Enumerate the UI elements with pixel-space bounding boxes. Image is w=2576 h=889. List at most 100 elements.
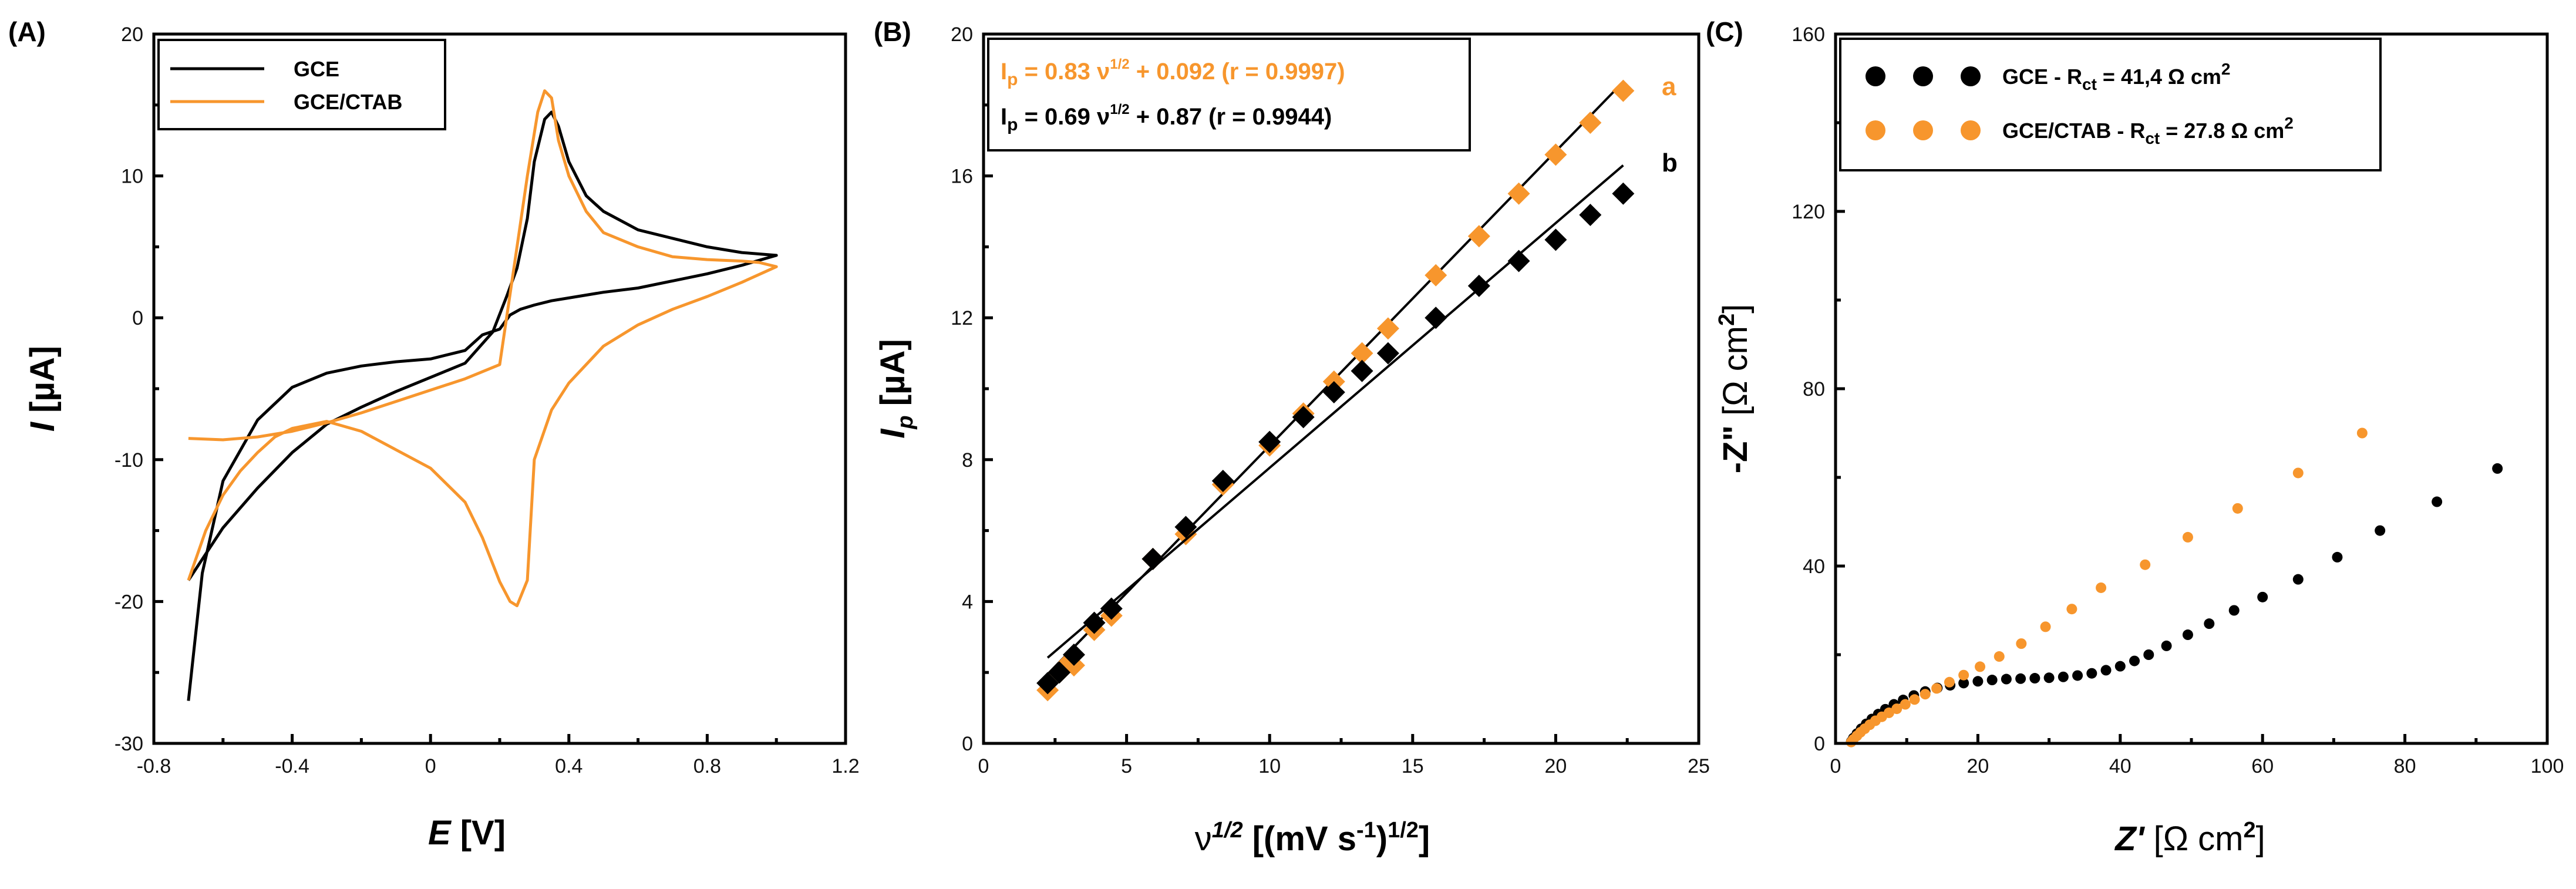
panel-a-xlabel: E [V]	[428, 814, 506, 852]
x-tick-label: 0	[425, 755, 436, 777]
data-point-b	[1425, 307, 1447, 329]
nyquist-point-gce-ctab	[2232, 503, 2243, 514]
data-point-b	[1083, 611, 1106, 634]
data-point-b	[1376, 342, 1399, 365]
legend-label-gce-ctab-rct: GCE/CTAB - Rct = 27.8 Ω cm2	[2002, 114, 2294, 147]
nyquist-point-gce-ctab	[2356, 427, 2368, 439]
nyquist-point-gce-ctab	[1920, 689, 1931, 700]
legend-marker-gce-3	[1961, 66, 1981, 86]
panel-c: (C) 0 20 40 60 80 100 0 40 80 120 160 GCE - Rct = …	[1706, 16, 2564, 858]
nyquist-point-gce	[1958, 678, 1969, 689]
data-point-b	[1351, 359, 1373, 382]
data-point-b	[1048, 661, 1071, 684]
panel-c-frame	[1834, 32, 2549, 745]
y-tick-label: 0	[1814, 733, 1825, 755]
nyquist-point-gce	[2015, 673, 2026, 684]
y-tick-label: 80	[1803, 378, 1825, 400]
y-tick-label: 12	[951, 307, 973, 329]
data-point-b	[1507, 250, 1530, 272]
legend-marker-gce-2	[1913, 66, 1933, 86]
equation-a: Ip = 0.83 ν1/2 + 0.092 (r = 0.9997)	[1001, 56, 1345, 89]
x-tick-label: 1.2	[831, 755, 859, 777]
nyquist-point-gce-ctab	[2182, 531, 2193, 543]
nyquist-point-gce	[2432, 496, 2443, 507]
panel-b-frame	[982, 32, 1701, 745]
panel-a-ylabel: I [µA]	[23, 346, 62, 432]
nyquist-point-gce	[2072, 670, 2083, 681]
data-point-b	[1612, 182, 1635, 205]
cv-curve-gce	[187, 110, 778, 701]
nyquist-point-gce	[2143, 649, 2154, 660]
nyquist-point-gce	[2204, 618, 2215, 629]
panel-a-legend-box	[157, 39, 446, 130]
x-tick-label: 10	[1258, 755, 1281, 777]
legend-label-gce: GCE	[294, 57, 339, 81]
data-point-b	[1174, 516, 1197, 538]
legend-label-gce-rct: GCE - Rct = 41,4 Ω cm2	[2002, 60, 2231, 93]
nyquist-point-gce-ctab	[1994, 651, 2005, 662]
panel-c-legend-box	[1839, 38, 2382, 171]
x-tick-label: 15	[1402, 755, 1424, 777]
nyquist-point-gce-ctab	[2066, 604, 2077, 615]
x-tick-label: -0.4	[275, 755, 309, 777]
legend-label-gce-ctab: GCE/CTAB	[294, 90, 402, 114]
cv-curve-gce-ctab	[187, 89, 778, 608]
data-point-a	[1425, 264, 1447, 287]
data-point-b	[1036, 672, 1059, 695]
panel-a-legend: GCE GCE/CTAB	[157, 39, 446, 130]
x-tick-label: 20	[1544, 755, 1567, 777]
x-tick-label: 80	[2394, 755, 2416, 777]
panel-b-label: (B)	[874, 16, 911, 47]
nyquist-point-gce	[2086, 668, 2097, 679]
nyquist-point-gce-ctab	[2016, 638, 2027, 649]
data-point-b	[1292, 406, 1315, 429]
nyquist-point-gce	[2257, 591, 2268, 602]
data-point-a	[1612, 79, 1635, 102]
nyquist-point-gce	[2492, 463, 2503, 474]
series-label-b: b	[1662, 149, 1678, 177]
nyquist-point-gce-ctab	[1975, 661, 1986, 672]
y-tick-label: 8	[962, 449, 973, 472]
data-point-b	[1141, 547, 1164, 570]
data-point-a	[1351, 342, 1373, 365]
y-tick-label: 40	[1803, 555, 1825, 578]
x-tick-label: 25	[1688, 755, 1710, 777]
nyquist-point-gce	[2332, 551, 2343, 563]
nyquist-point-gce	[2058, 671, 2069, 682]
nyquist-point-gce-ctab	[1883, 707, 1894, 718]
series-label-a: a	[1662, 72, 1676, 101]
x-tick-label: -0.8	[137, 755, 171, 777]
panel-b-xlabel: ν1/2 [(mV s-1)1/2]	[1195, 818, 1430, 858]
data-point-b	[1544, 228, 1567, 251]
x-tick-label: 40	[2109, 755, 2131, 777]
x-tick-label: 5	[1121, 755, 1132, 777]
panel-b-equation-frame	[987, 38, 1471, 151]
data-point-b	[1211, 470, 1234, 493]
data-point-b	[1579, 204, 1602, 227]
y-tick-label: 0	[962, 733, 973, 755]
x-tick-label: 60	[2251, 755, 2274, 777]
panel-a-label: (A)	[8, 16, 46, 47]
data-point-a	[1544, 143, 1567, 166]
y-tick-label: 10	[121, 166, 143, 188]
panel-c-xlabel: Z' [Ω cm2]	[2114, 818, 2265, 858]
panel-c-ylabel: -Z" [Ω cm2]	[1715, 304, 1755, 474]
data-point-a	[1507, 182, 1530, 205]
y-tick-label: 4	[962, 591, 973, 613]
nyquist-point-gce-ctab	[1891, 703, 1902, 715]
fit-line-b	[1046, 164, 1624, 659]
data-point-a	[1579, 112, 1602, 134]
nyquist-point-gce	[2029, 673, 2040, 684]
y-tick-label: 20	[951, 23, 973, 46]
nyquist-point-gce-ctab	[1909, 694, 1920, 705]
y-tick-label: -20	[115, 591, 143, 613]
nyquist-point-gce	[2292, 574, 2304, 585]
nyquist-point-gce-ctab	[1900, 699, 1911, 710]
nyquist-point-gce-ctab	[1931, 683, 1942, 694]
x-tick-label: 100	[2531, 755, 2564, 777]
nyquist-point-gce	[1972, 676, 1984, 687]
nyquist-point-gce-ctab	[1944, 676, 1955, 688]
y-tick-label: 120	[1792, 201, 1825, 223]
nyquist-point-gce-ctab	[2040, 621, 2051, 632]
